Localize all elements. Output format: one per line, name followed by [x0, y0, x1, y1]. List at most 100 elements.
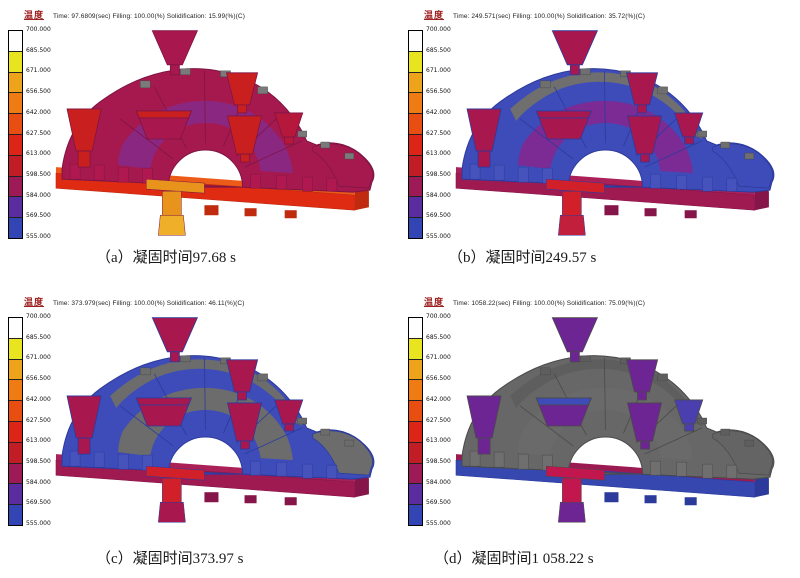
panel-b-header: 温度 Time: 249.571(sec) Filling: 100.00(%) … [424, 5, 645, 23]
colorbar-tick-label: 613.000 [426, 437, 451, 445]
colorbar-tick-label: 613.000 [26, 150, 51, 158]
colorbar-cell [9, 92, 22, 114]
colorbar-cell [9, 217, 22, 238]
colorbar-cell [409, 462, 422, 484]
colorbar-tick-label: 584.000 [426, 478, 451, 486]
colorbar-tick-label: 656.500 [26, 88, 51, 96]
colorbar-tick-label: 656.500 [426, 375, 451, 383]
colorbar-cell [409, 154, 422, 176]
colorbar-tick-label: 584.000 [26, 478, 51, 486]
colorbar-cell [9, 337, 22, 359]
simulation-status-text: Time: 97.6809(sec) Filling: 100.00(%) So… [53, 13, 245, 20]
colorbar-cell [9, 379, 22, 401]
panel-c-header: 温度 Time: 373.979(sec) Filling: 100.00(%) … [24, 292, 244, 310]
colorbar-tick-label: 598.500 [426, 457, 451, 465]
colorbar-tick-label: 642.000 [26, 395, 51, 403]
casting-model-view [54, 20, 400, 244]
colorbar-cell [409, 420, 422, 442]
colorbar-tick-label: 671.000 [426, 354, 451, 362]
colorbar-tick-label: 671.000 [26, 354, 51, 362]
temperature-colorbar: 700.000 685.500 671.000 656.500 642.000 627.5… [8, 313, 70, 528]
temperature-colorbar: 700.000 685.500 671.000 656.500 642.000 627.5… [408, 313, 470, 528]
colorbar-tick-label: 613.000 [26, 437, 51, 445]
colorbar-tick-label: 685.500 [26, 333, 51, 341]
colorbar-tick-label: 700.000 [26, 313, 51, 320]
temperature-label: 温度 [424, 297, 445, 307]
colorbar [8, 30, 23, 239]
colorbar-tick-label: 569.500 [26, 212, 51, 220]
panel-d-header: 温度 Time: 1058.22(sec) Filling: 100.00(%) … [424, 292, 645, 310]
colorbar-tick-label: 700.000 [26, 26, 51, 33]
panel-b: 温度 Time: 249.571(sec) Filling: 100.00(%) … [400, 0, 800, 285]
casting-model-view [454, 20, 800, 244]
colorbar-cell [409, 400, 422, 421]
colorbar-tick-label: 627.500 [26, 129, 51, 137]
colorbar-cell [9, 504, 22, 525]
colorbar-tick-label: 627.500 [426, 416, 451, 424]
colorbar-tick-label: 642.000 [26, 108, 51, 116]
colorbar-cell [9, 50, 22, 72]
colorbar-cell [9, 400, 22, 421]
colorbar-cell [409, 358, 422, 380]
colorbar-tick-label: 685.500 [426, 46, 451, 54]
colorbar-tick-label: 569.500 [426, 499, 451, 507]
colorbar-cell [409, 379, 422, 401]
panel-c-caption: （c）凝固时间373.97 s [96, 551, 244, 567]
colorbar-cell [9, 31, 22, 51]
colorbar-tick-label: 656.500 [426, 88, 451, 96]
colorbar-cell [409, 337, 422, 359]
temperature-colorbar: 700.000 685.500 671.000 656.500 642.000 627.5… [8, 26, 70, 241]
colorbar-cell [9, 420, 22, 442]
colorbar-cell [409, 483, 422, 505]
colorbar-cell [9, 318, 22, 338]
colorbar-tick-label: 598.500 [26, 457, 51, 465]
colorbar [408, 30, 423, 239]
colorbar-tick-label: 642.000 [426, 395, 451, 403]
colorbar-cell [409, 196, 422, 218]
colorbar-tick-label: 671.000 [426, 67, 451, 75]
simulation-status-text: Time: 249.571(sec) Filling: 100.00(%) So… [453, 13, 645, 20]
colorbar-tick-label: 642.000 [426, 108, 451, 116]
colorbar-tick-label: 584.000 [426, 191, 451, 199]
colorbar-tick-label: 555.000 [26, 233, 51, 240]
colorbar-cell [409, 71, 422, 93]
colorbar-cell [9, 71, 22, 93]
colorbar-cell [409, 113, 422, 134]
colorbar-tick-label: 656.500 [26, 375, 51, 383]
colorbar-cell [409, 441, 422, 463]
colorbar-cell [9, 483, 22, 505]
simulation-status-text: Time: 1058.22(sec) Filling: 100.00(%) So… [453, 300, 645, 307]
colorbar-tick-label: 584.000 [26, 191, 51, 199]
colorbar-tick-label: 700.000 [426, 26, 451, 33]
panel-b-caption: （b）凝固时间249.57 s [448, 250, 597, 266]
casting-model-view [54, 307, 400, 531]
colorbar-tick-label: 598.500 [26, 170, 51, 178]
colorbar-tick-label: 700.000 [426, 313, 451, 320]
colorbar-tick-label: 598.500 [426, 170, 451, 178]
colorbar-cell [9, 133, 22, 155]
panel-d: 温度 Time: 1058.22(sec) Filling: 100.00(%) … [400, 287, 800, 578]
temperature-label: 温度 [424, 10, 445, 20]
panel-a: 温度 Time: 97.6809(sec) Filling: 100.00(%) … [0, 0, 400, 285]
colorbar-cell [9, 154, 22, 176]
colorbar-tick-label: 613.000 [426, 150, 451, 158]
colorbar-cell [409, 133, 422, 155]
colorbar-tick-label: 569.500 [426, 212, 451, 220]
colorbar-tick-label: 569.500 [26, 499, 51, 507]
colorbar-tick-label: 671.000 [26, 67, 51, 75]
colorbar-cell [9, 175, 22, 197]
simulation-status-text: Time: 373.979(sec) Filling: 100.00(%) So… [53, 300, 245, 307]
colorbar-cell [409, 50, 422, 72]
temperature-label: 温度 [24, 297, 45, 307]
temperature-colorbar: 700.000 685.500 671.000 656.500 642.000 627.5… [408, 26, 470, 241]
colorbar-cell [9, 358, 22, 380]
colorbar-cell [9, 441, 22, 463]
colorbar-cell [409, 92, 422, 114]
panel-a-header: 温度 Time: 97.6809(sec) Filling: 100.00(%) … [24, 5, 245, 23]
colorbar-tick-label: 627.500 [426, 129, 451, 137]
colorbar-cell [9, 462, 22, 484]
colorbar-tick-label: 627.500 [26, 416, 51, 424]
colorbar-tick-label: 685.500 [426, 333, 451, 341]
colorbar-cell [9, 113, 22, 134]
